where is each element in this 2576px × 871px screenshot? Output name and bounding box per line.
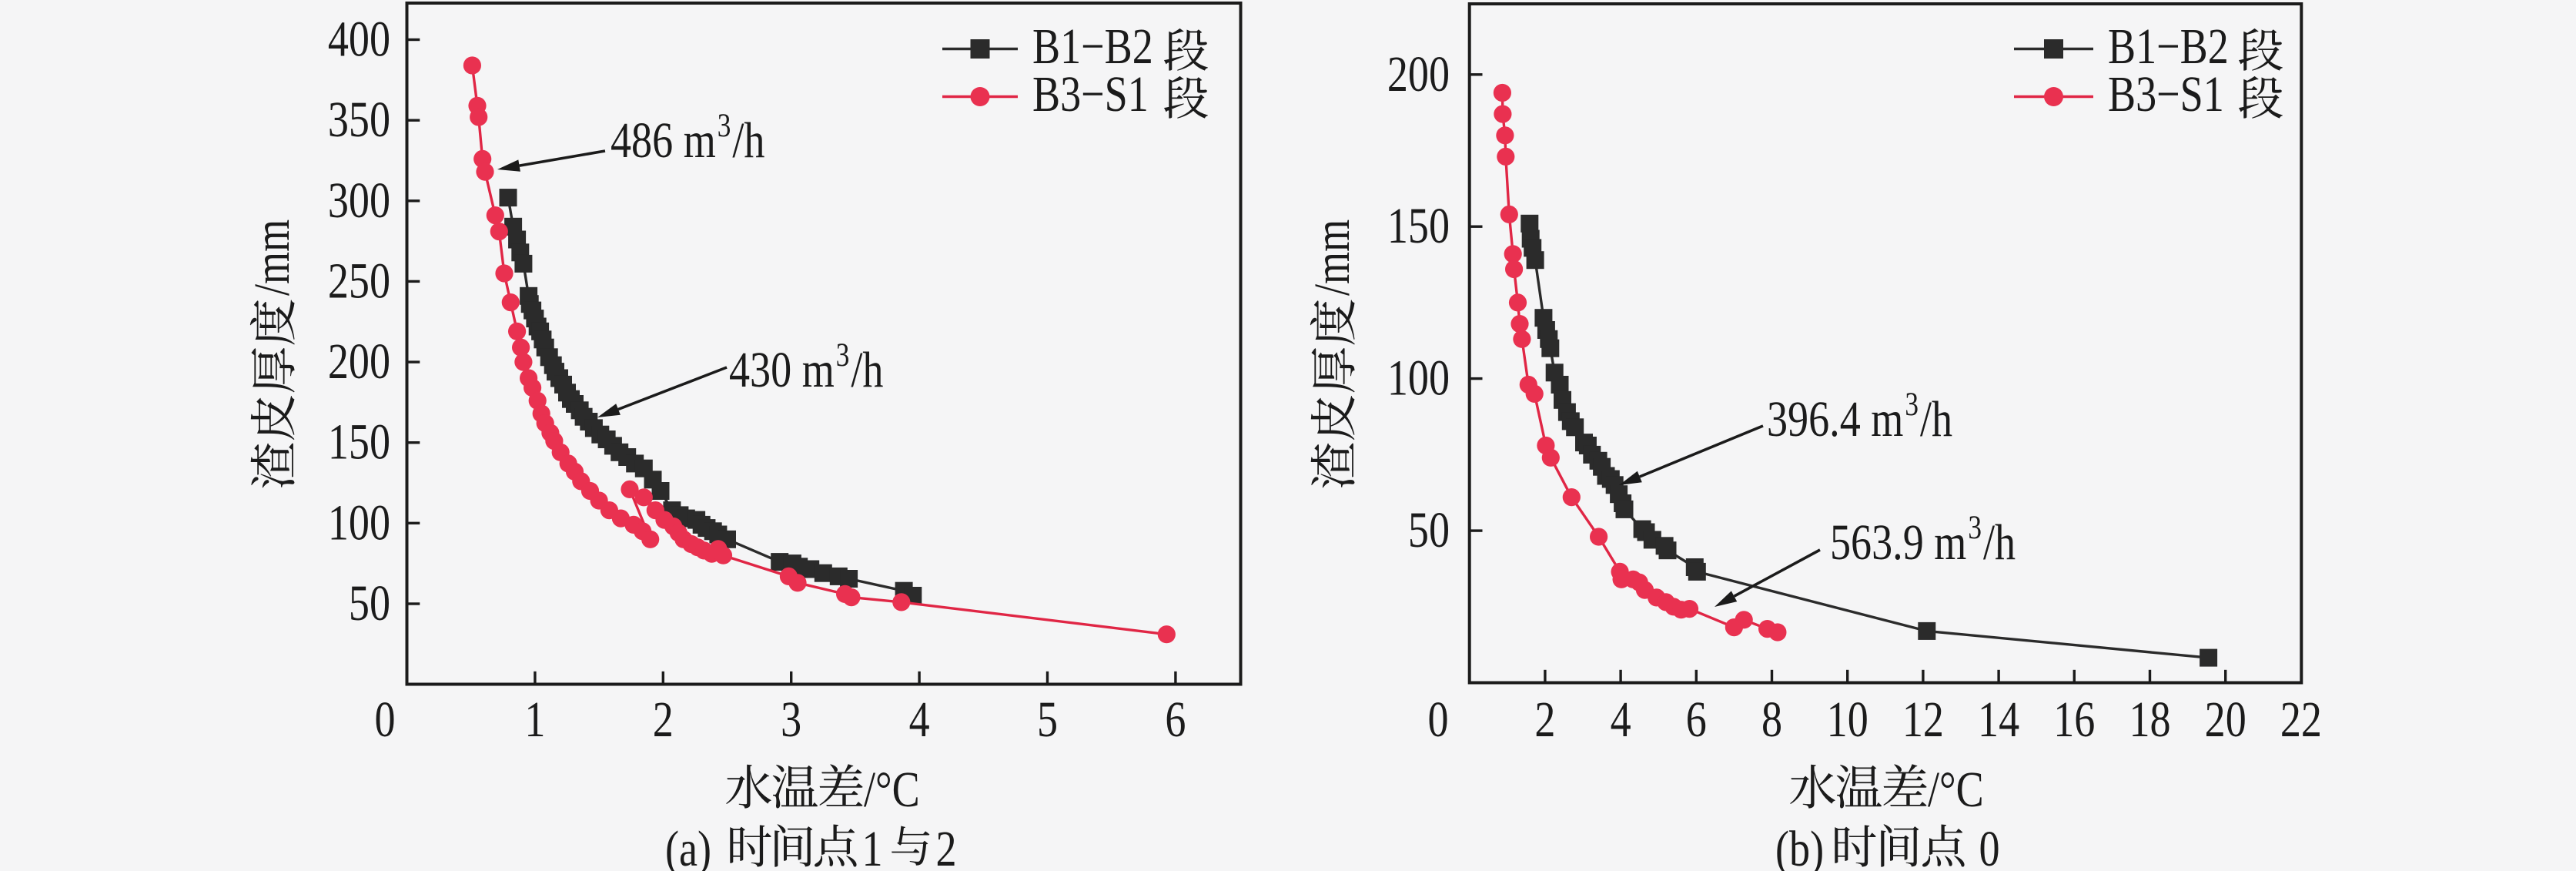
svg-text:1: 1 [524,692,545,748]
svg-text:5: 5 [1037,692,1058,748]
svg-text:8: 8 [1761,692,1782,748]
svg-text:563.9 m: 563.9 m [1830,514,1966,571]
svg-text:100: 100 [1387,350,1450,407]
svg-text:0: 0 [1979,821,1999,871]
svg-text:400: 400 [328,12,390,68]
svg-text:/h: /h [1920,391,1952,447]
svg-text:3: 3 [836,337,850,374]
svg-text:150: 150 [328,414,390,471]
svg-text:4: 4 [1611,692,1631,748]
svg-text:/h: /h [1983,514,2016,571]
svg-text:/mm: /mm [244,219,300,296]
svg-text:16: 16 [2053,692,2095,748]
svg-text:22: 22 [2280,692,2322,748]
svg-text:/h: /h [851,342,883,398]
svg-text:6: 6 [1686,692,1707,748]
svg-text:3: 3 [1905,386,1919,423]
svg-text:430 m: 430 m [729,342,835,398]
svg-text:200: 200 [328,333,390,390]
svg-text:6: 6 [1165,692,1186,748]
svg-text:2: 2 [935,821,956,871]
svg-text:18: 18 [2129,692,2170,748]
svg-text:(a): (a) [665,821,711,871]
svg-text:0: 0 [374,692,395,748]
svg-text:1: 1 [861,821,882,871]
svg-text:150: 150 [1387,198,1450,254]
svg-text:2: 2 [653,692,674,748]
svg-text:3: 3 [781,692,801,748]
svg-text:20: 20 [2205,692,2246,748]
svg-text:50: 50 [1408,502,1450,558]
svg-text:14: 14 [1978,692,2019,748]
svg-text:2: 2 [1534,692,1555,748]
svg-text:/h: /h [732,112,764,169]
svg-text:12: 12 [1902,692,1944,748]
svg-text:250: 250 [328,253,390,309]
svg-text:100: 100 [328,494,390,551]
svg-text:3: 3 [718,107,731,144]
svg-text:486 m: 486 m [611,112,716,169]
svg-text:10: 10 [1827,692,1868,748]
svg-text:B1−B2: B1−B2 [2108,18,2229,75]
svg-text:50: 50 [349,575,390,631]
svg-text:/mm: /mm [1304,219,1360,296]
svg-text:/°C: /°C [1928,762,1984,818]
svg-text:3: 3 [1968,509,1982,546]
svg-text:396.4 m: 396.4 m [1767,391,1903,447]
svg-text:B3−S1: B3−S1 [1032,66,1149,122]
svg-text:B1−B2: B1−B2 [1032,18,1153,75]
svg-text:200: 200 [1387,46,1450,102]
svg-text:B3−S1: B3−S1 [2108,66,2224,122]
svg-text:300: 300 [328,173,390,229]
svg-text:4: 4 [909,692,930,748]
svg-text:350: 350 [328,92,390,148]
svg-text:/°C: /°C [864,762,920,818]
svg-text:0: 0 [1427,692,1448,748]
svg-text:(b): (b) [1775,821,1824,871]
